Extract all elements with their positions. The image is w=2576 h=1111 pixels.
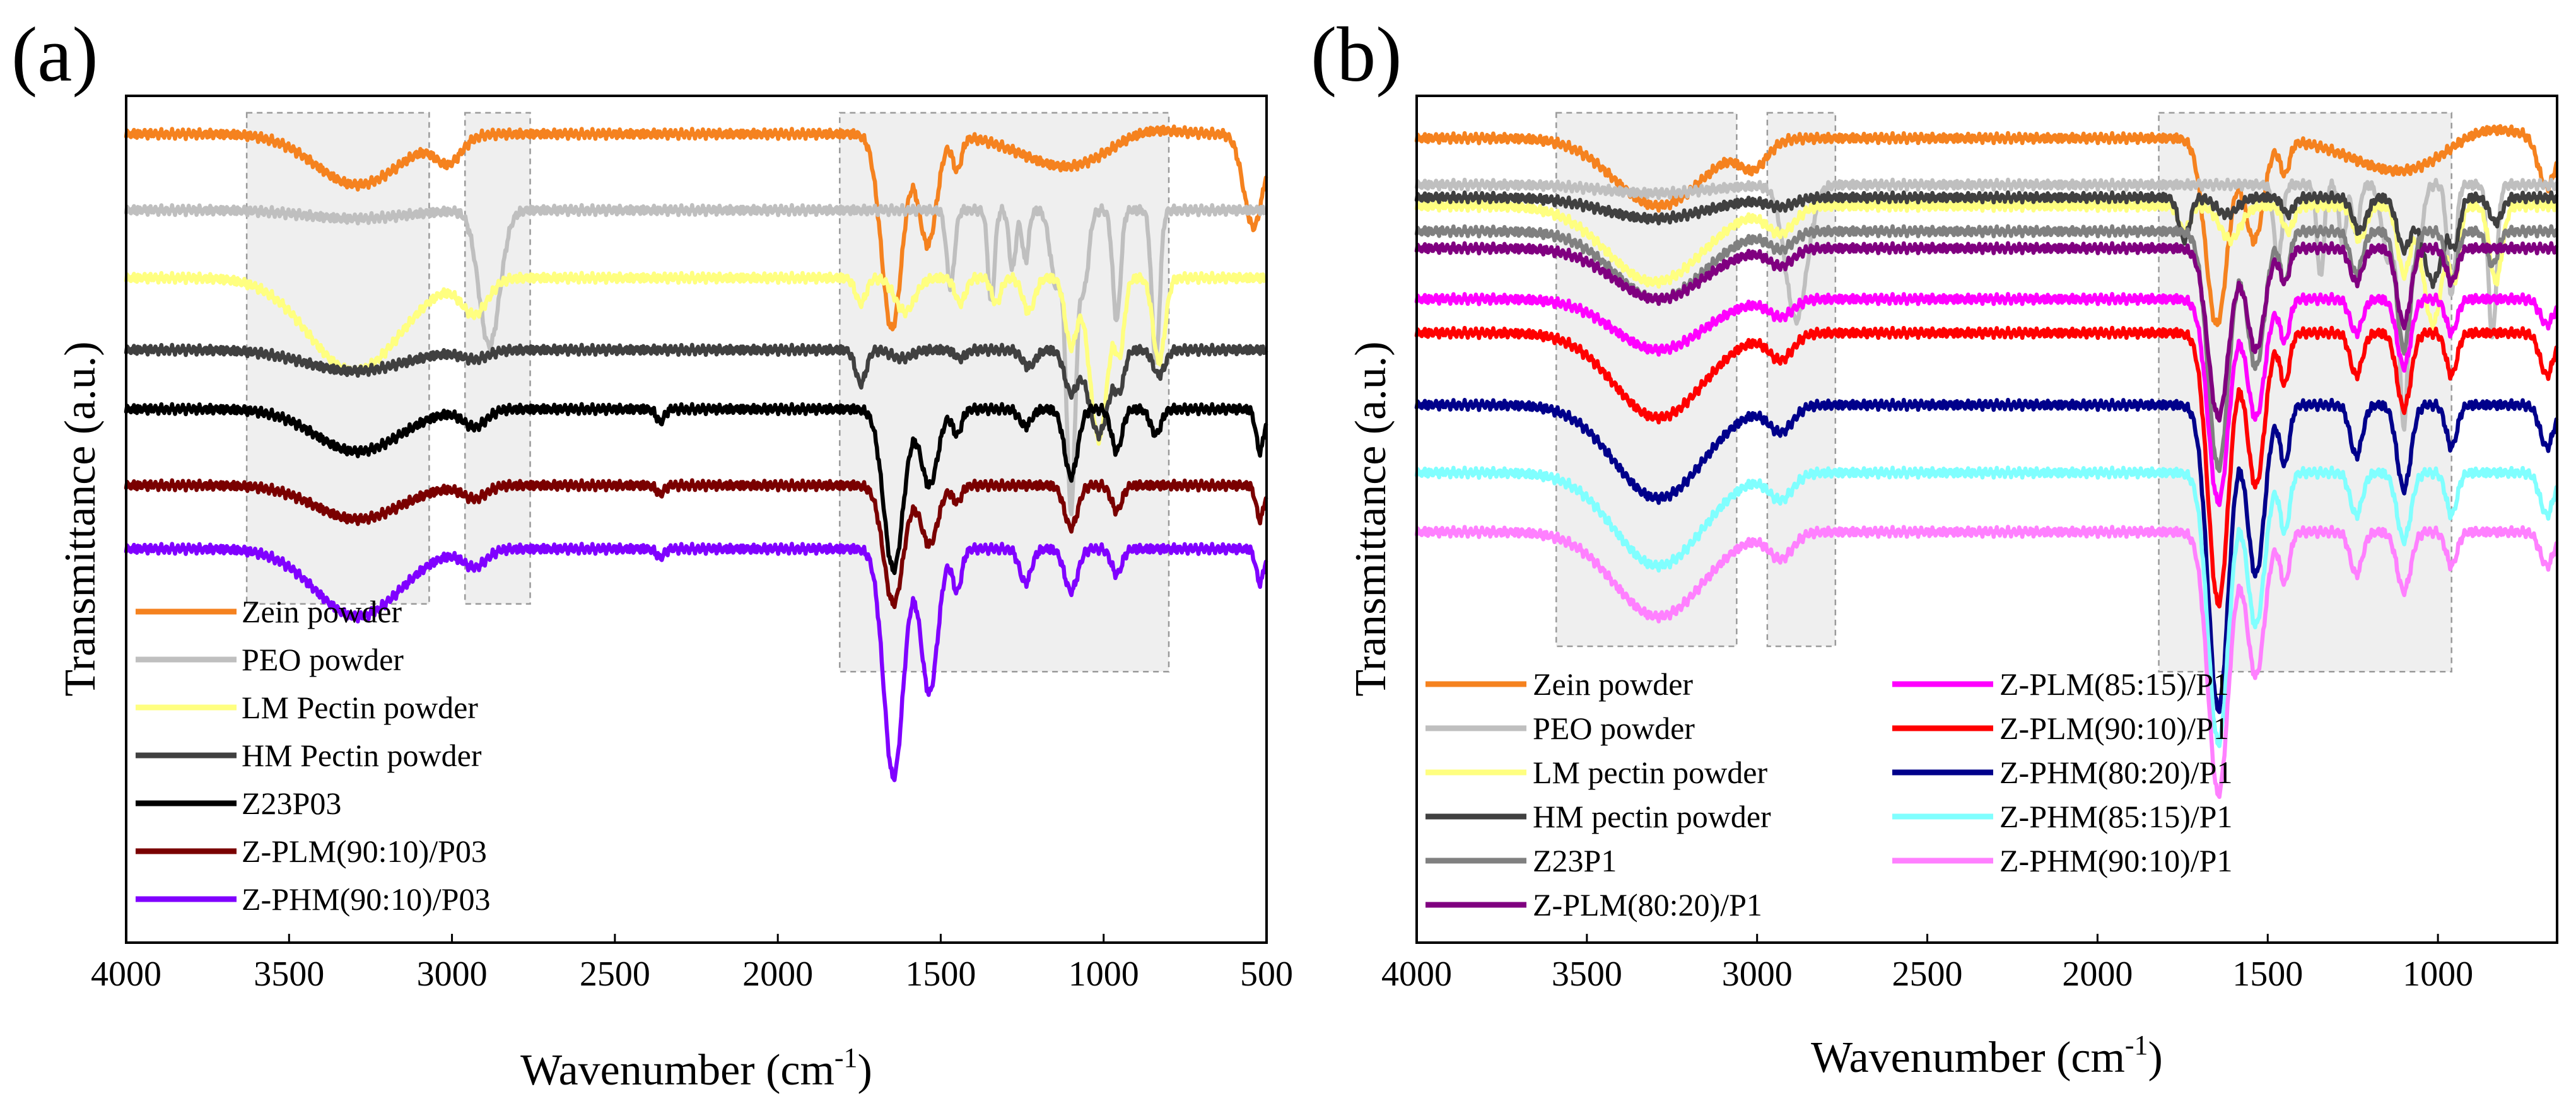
x-tick-label: 2000: [742, 955, 813, 994]
x-tick-label: 3500: [1552, 955, 1622, 994]
panel-b-legend: Zein powder PEO powder LM pectin powder HM …: [1426, 666, 2232, 922]
panel-b-spectra: [1414, 124, 2559, 800]
legend-label-zein-powder: Zein powder: [242, 594, 402, 629]
x-tick-label: 1000: [1068, 955, 1139, 994]
spectrum-z23p03: [124, 402, 1268, 576]
legend-label-hm-pectin-powder: HM pectin powder: [1533, 799, 1771, 834]
legend-label-lm-pectin-powder: LM pectin powder: [1533, 755, 1767, 790]
spectrum-z-phm-90-10-p1: [1414, 525, 2559, 800]
spectrum-hm-pectin-powder: [1414, 190, 2559, 289]
legend-label-z-plm-80-20-p1: Z-PLM(80:20)/P1: [1533, 887, 1762, 922]
x-tick-label: 1500: [2232, 955, 2303, 994]
x-tick-label: 4000: [1381, 955, 1452, 994]
legend-label-peo-powder: PEO powder: [242, 642, 404, 677]
spectrum-z-plm-90-10-p1: [1414, 325, 2559, 608]
spectrum-z-plm-90-10-p03: [124, 478, 1268, 610]
panel-a-x-ticks: 4000 3500 3000 2500 2000 1500 1000 500: [91, 934, 1293, 994]
x-tick-label: 2500: [1892, 955, 1963, 994]
panel-a-x-axis-title: Wavenumber (cm-1): [520, 1042, 872, 1095]
legend-label-z-phm-80-20-p1: Z-PHM(80:20)/P1: [1999, 755, 2232, 790]
panel-b-x-axis-title: Wavenumber (cm-1): [1811, 1030, 2163, 1082]
legend-label-z-plm-90-10-p03: Z-PLM(90:10)/P03: [242, 834, 487, 869]
panel-a-shaded-regions: [245, 112, 1170, 673]
panel-b: (b) 4000 3500 3000 2500 2000 1500 1000 Zein po…: [1311, 11, 2559, 1082]
panel-a-y-axis-title: Transmittance (a.u.): [56, 341, 105, 696]
spectrum-z-plm-80-20-p1: [1414, 241, 2559, 423]
x-tick-label: 3000: [1722, 955, 1793, 994]
panel-a-plot-frame: [125, 95, 1268, 944]
spectrum-zein-powder: [1414, 124, 2559, 327]
spectrum-z23p1: [1414, 224, 2559, 474]
x-tick-label: 500: [1240, 955, 1293, 994]
spectrum-z-phm-85-15-p1: [1414, 465, 2559, 748]
panel-b-plot-frame: [1415, 95, 2558, 944]
legend-label-z-plm-85-15-p1: Z-PLM(85:15)/P1: [1999, 666, 2229, 702]
x-tick-label: 2500: [580, 955, 650, 994]
spectrum-lm-pectin-powder: [124, 270, 1268, 446]
x-tick-label: 4000: [91, 955, 161, 994]
spectrum-z-phm-90-10-p03: [124, 542, 1268, 782]
spectrum-peo-powder: [124, 203, 1268, 516]
legend-label-z-plm-90-10-p1: Z-PLM(90:10)/P1: [1999, 711, 2229, 746]
legend-label-z-phm-90-10-p03: Z-PHM(90:10)/P03: [242, 881, 490, 917]
x-tick-label: 1000: [2403, 955, 2473, 994]
legend-label-zein-powder: Zein powder: [1533, 666, 1693, 702]
legend-label-z-phm-85-15-p1: Z-PHM(85:15)/P1: [1999, 799, 2232, 834]
panel-b-label: (b): [1311, 11, 1402, 98]
legend-label-hm-pectin-powder: HM Pectin powder: [242, 738, 482, 773]
x-tick-label: 3000: [417, 955, 488, 994]
panel-b-x-ticks: 4000 3500 3000 2500 2000 1500 1000: [1381, 934, 2473, 994]
x-tick-label: 2000: [2062, 955, 2133, 994]
panel-a-legend: Zein powder PEO powder LM Pectin powder HM …: [136, 594, 490, 917]
spectrum-z-phm-80-20-p1: [1414, 397, 2559, 714]
panel-a-spectra: [124, 124, 1268, 782]
legend-label-z23p03: Z23P03: [242, 786, 341, 821]
x-tick-label: 3500: [254, 955, 324, 994]
legend-label-z23p1: Z23P1: [1533, 843, 1617, 878]
legend-label-lm-pectin-powder: LM Pectin powder: [242, 690, 478, 725]
spectrum-zein-powder: [124, 124, 1268, 332]
panel-a: (a) 4000 3500 3000 2500 2000 1500 1000 500 Zein…: [11, 11, 1293, 1095]
panel-a-label: (a): [11, 11, 98, 98]
spectrum-z-plm-85-15-p1: [1414, 292, 2559, 508]
spectrum-peo-powder: [1414, 177, 2559, 432]
legend-label-peo-powder: PEO powder: [1533, 711, 1695, 746]
spectrum-hm-pectin-powder: [124, 342, 1268, 442]
x-tick-label: 1500: [905, 955, 976, 994]
panel-b-y-axis-title: Transmittance (a.u.): [1347, 341, 1395, 696]
legend-label-z-phm-90-10-p1: Z-PHM(90:10)/P1: [1999, 843, 2232, 878]
